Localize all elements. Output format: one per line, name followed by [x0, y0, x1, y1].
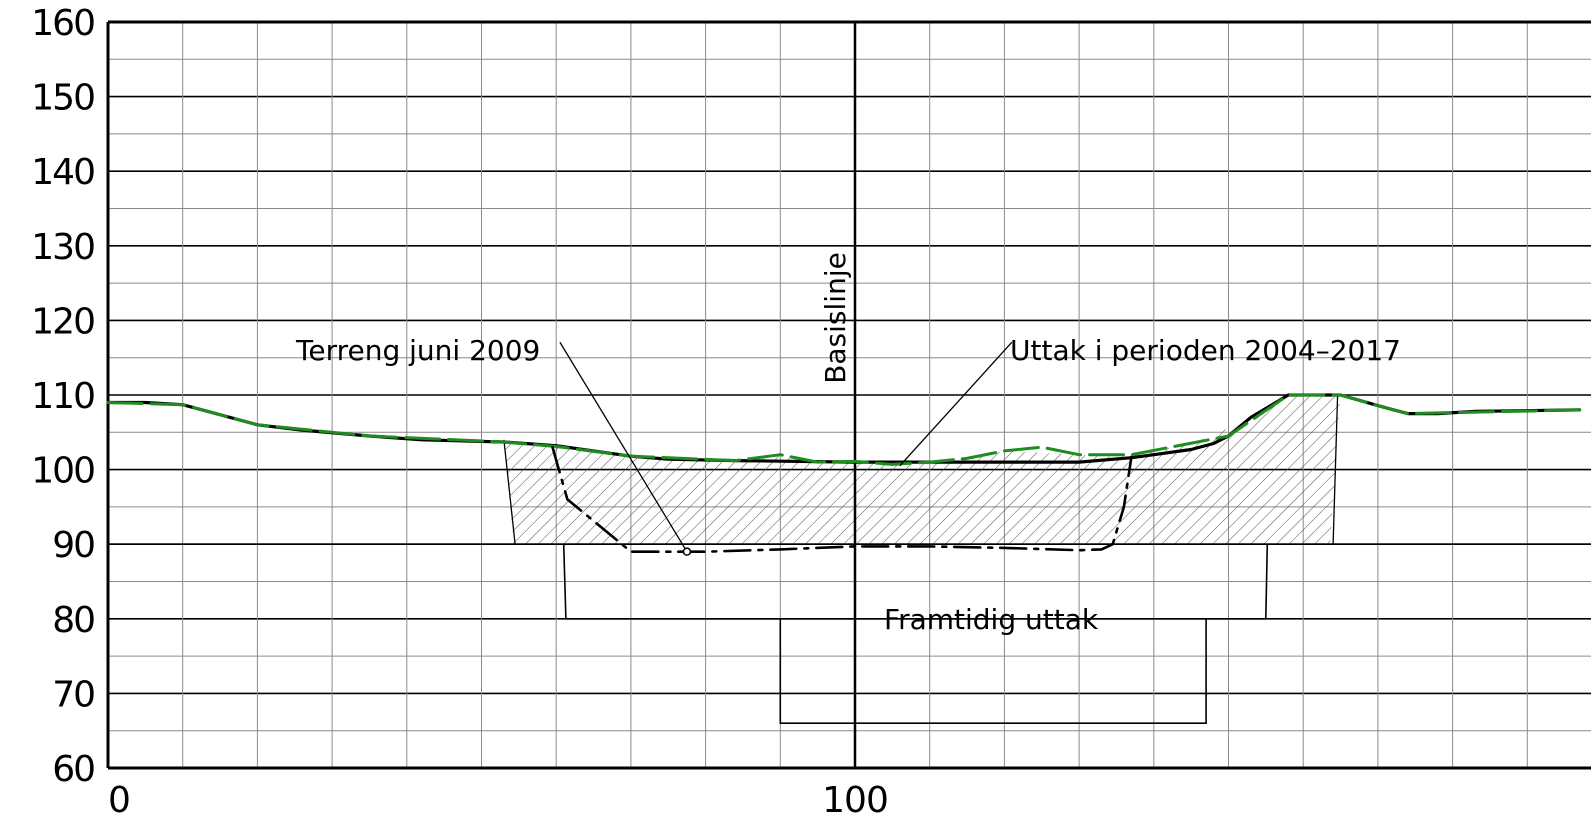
x-tick-labels: 0 100: [108, 780, 889, 821]
terrain-leader-line: [559, 341, 688, 552]
profile-extraction-bottom: [551, 445, 1133, 554]
profile-lines: [106, 341, 1582, 725]
y-tick-label: 140: [31, 152, 94, 193]
extraction-region: [503, 395, 1341, 545]
axes: [106, 20, 1591, 770]
future-extraction-label: Framtidig uttak: [884, 603, 1099, 636]
y-tick-label: 80: [52, 600, 94, 641]
x-tick-label: 0: [108, 780, 130, 821]
slope-line: [503, 439, 516, 545]
grid: [108, 22, 1591, 768]
y-tick-label: 90: [52, 525, 94, 566]
y-tick-label: 130: [31, 227, 94, 268]
y-tick-label: 70: [52, 674, 94, 715]
y-tick-label: 120: [31, 301, 94, 342]
hatched-extraction-area: [503, 395, 1341, 545]
terrain-leader-dot: [682, 547, 692, 556]
extraction-annotation: Uttak i perioden 2004–2017: [1010, 334, 1401, 367]
y-tick-label: 150: [31, 78, 94, 119]
y-tick-label: 60: [52, 749, 94, 790]
profile-terrain-2009: [106, 393, 1582, 464]
extraction-leader-line: [899, 341, 1013, 467]
profile-surface-2017: [106, 393, 1582, 466]
slope-line: [1332, 394, 1339, 545]
baseline-label: Basislinje: [819, 252, 852, 384]
x-tick-label: 100: [822, 780, 888, 821]
y-tick-label: 100: [31, 451, 94, 492]
y-tick-label: 110: [31, 376, 94, 417]
y-tick-label: 160: [31, 3, 94, 44]
y-tick-labels: 160 150 140 130 120 110 100 90 80 70 60: [31, 3, 96, 790]
future-extraction-outline: [562, 544, 1269, 620]
future-extraction-pit: [779, 618, 1207, 725]
terrain-annotation: Terreng juni 2009: [295, 334, 540, 367]
